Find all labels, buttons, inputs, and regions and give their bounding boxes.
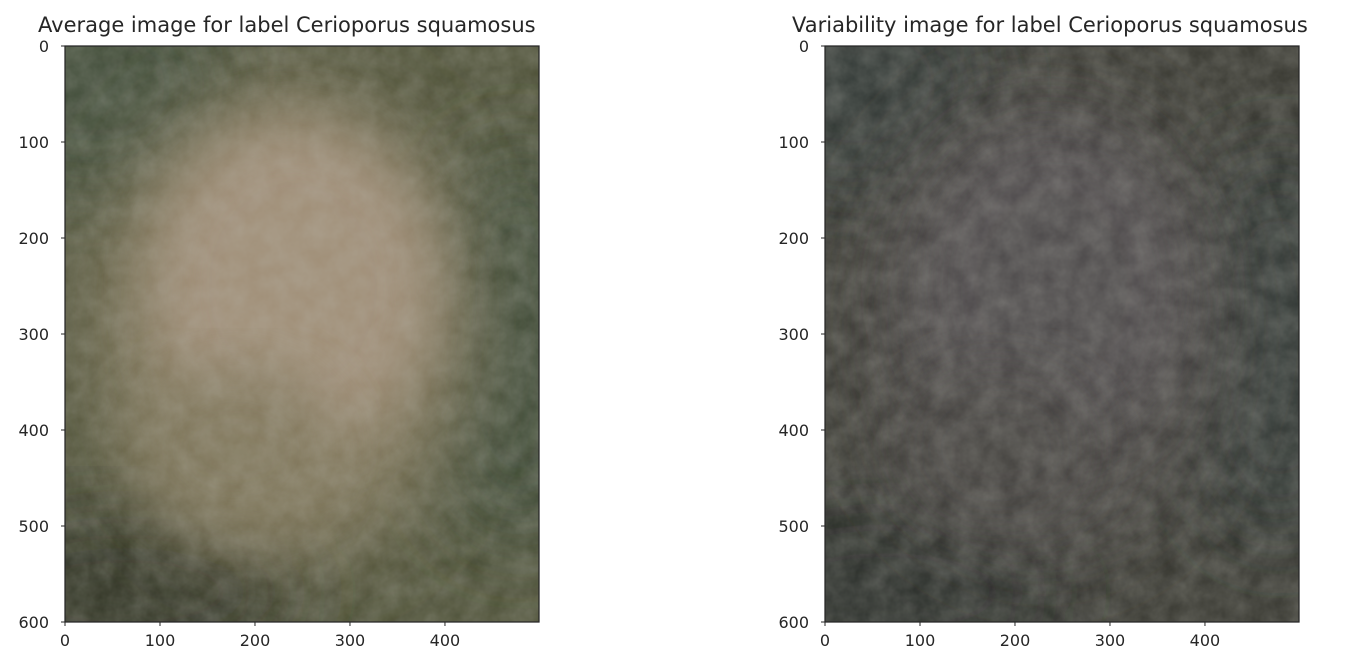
y-tick-label: 400 xyxy=(18,421,49,440)
y-tick-label: 300 xyxy=(778,325,809,344)
y-tick-label: 100 xyxy=(18,133,49,152)
y-tick-label: 500 xyxy=(18,517,49,536)
x-tick-label: 400 xyxy=(1190,631,1221,650)
x-tick-label: 0 xyxy=(820,631,830,650)
y-tick-label: 200 xyxy=(778,229,809,248)
image-area xyxy=(825,46,1299,622)
x-tick-label: 300 xyxy=(1095,631,1126,650)
x-tick-label: 0 xyxy=(60,631,70,650)
x-tick-label: 300 xyxy=(335,631,366,650)
panel-average: Average image for label Cerioporus squam… xyxy=(18,13,540,650)
y-tick-label: 400 xyxy=(778,421,809,440)
y-tick-label: 600 xyxy=(778,613,809,632)
image-texture xyxy=(65,46,539,622)
image-area xyxy=(65,46,539,622)
y-tick-label: 100 xyxy=(778,133,809,152)
y-tick-label: 600 xyxy=(18,613,49,632)
x-tick-label: 200 xyxy=(1000,631,1031,650)
y-tick-label: 500 xyxy=(778,517,809,536)
y-tick-label: 200 xyxy=(18,229,49,248)
x-tick-label: 100 xyxy=(905,631,936,650)
panel-title: Average image for label Cerioporus squam… xyxy=(38,13,536,37)
image-texture xyxy=(825,46,1299,622)
y-tick-label: 0 xyxy=(799,37,809,56)
x-tick-label: 400 xyxy=(430,631,461,650)
panel-title: Variability image for label Cerioporus s… xyxy=(792,13,1308,37)
x-tick-label: 200 xyxy=(240,631,271,650)
y-tick-label: 300 xyxy=(18,325,49,344)
panel-variability: Variability image for label Cerioporus s… xyxy=(778,13,1308,650)
x-tick-label: 100 xyxy=(145,631,176,650)
y-tick-label: 0 xyxy=(39,37,49,56)
